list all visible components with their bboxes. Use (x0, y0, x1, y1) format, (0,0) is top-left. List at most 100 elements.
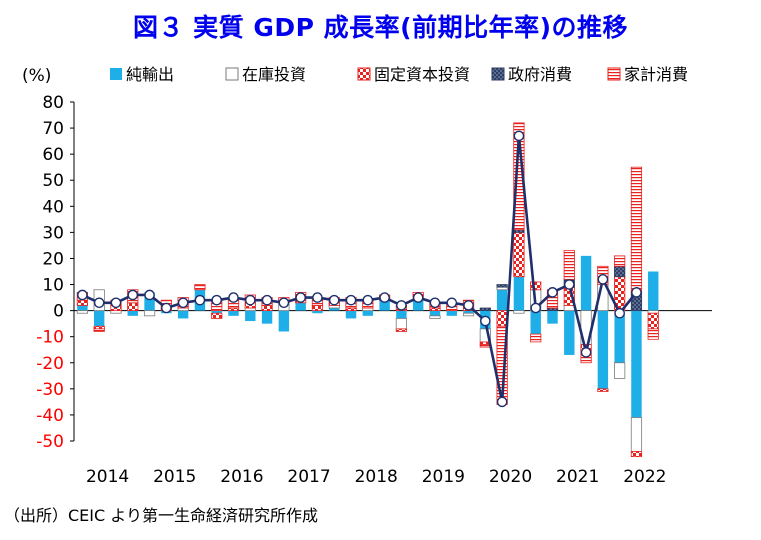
gdp-point (580, 347, 592, 358)
bar-segment (93, 328, 105, 332)
gdp-point (278, 297, 290, 309)
bar-segment (362, 310, 374, 316)
bar-segment (379, 300, 390, 311)
gdp-point (328, 294, 340, 306)
bar-segment (329, 308, 340, 311)
gdp-point (161, 302, 172, 314)
gdp-point (513, 130, 525, 142)
bar-segment (76, 299, 88, 306)
bar-segment (396, 310, 407, 319)
y-tick-label: 0 (53, 302, 64, 322)
legend-swatch (225, 67, 239, 81)
bar-segment (614, 310, 625, 363)
gdp-point (412, 292, 424, 303)
bar-segment (496, 284, 508, 288)
gdp-point (631, 287, 642, 298)
bar-segment (513, 276, 525, 311)
y-tick-label: 80 (42, 93, 64, 113)
legend-label: 政府消費 (508, 65, 572, 84)
chart-title: 図３ 実質 GDP 成長率(前期比年率)の推移 (132, 13, 629, 42)
legend: 純輸出 在庫投資 固定資本投資 政府消費 家計消費 (110, 65, 688, 84)
bar-segment (614, 362, 626, 379)
gdp-point (429, 297, 441, 309)
bar-segment (496, 289, 508, 311)
y-tick-label: 50 (42, 171, 64, 191)
y-tick-label: 10 (42, 276, 64, 296)
y-tick-label: -10 (36, 328, 64, 348)
y-tick-label: -20 (36, 354, 64, 374)
y-tick-label: 30 (42, 223, 64, 243)
bar-segment (630, 166, 643, 293)
legend-label: 固定資本投資 (374, 65, 470, 84)
x-tick-label: 2020 (489, 467, 532, 487)
legend-swatch (110, 68, 122, 80)
bar-segment (228, 310, 239, 316)
bar-segment (647, 312, 659, 330)
gdp-point (144, 289, 155, 301)
bar-segment (295, 302, 306, 311)
bar-segment (479, 307, 491, 312)
bar-segment (312, 310, 323, 314)
bar-segment (429, 310, 441, 316)
x-tick-label: 2014 (86, 467, 129, 487)
gdp-point (362, 294, 374, 306)
y-tick-label: 40 (42, 197, 64, 217)
bar-segment (530, 333, 542, 343)
x-tick-label: 2015 (153, 467, 196, 487)
x-tick-label: 2019 (422, 467, 465, 487)
bar-segment (127, 310, 138, 316)
gdp-point (127, 289, 139, 301)
legend-swatch (491, 67, 505, 81)
bar-segment (278, 310, 290, 332)
bar-segment (395, 328, 407, 332)
bar-segment (462, 312, 475, 317)
x-tick-label: 2017 (287, 467, 330, 487)
gdp-point (228, 292, 239, 303)
bar-segment (530, 281, 542, 291)
gdp-point (480, 315, 491, 327)
gdp-chart: 80 70 60 50 40 30 20 10 0 -10 -20 -30 -40 -50 (%) 2014 2… (22, 65, 712, 487)
bar-segment (513, 310, 525, 314)
legend-label: 在庫投資 (242, 65, 306, 84)
gdp-point (177, 297, 189, 309)
bar-segment (127, 302, 139, 312)
gdp-point (597, 274, 609, 285)
bar-segment (630, 451, 643, 458)
gdp-point (312, 292, 323, 303)
gdp-point (211, 294, 223, 306)
y-tick-label: -30 (36, 380, 64, 400)
y-tick-label: -50 (36, 432, 64, 452)
bar-segment (144, 292, 155, 311)
gdp-point (194, 294, 206, 306)
bar-segment (563, 304, 575, 312)
bar-segment (194, 284, 206, 291)
gdp-point (379, 292, 390, 303)
bar-segment (446, 310, 457, 316)
y-axis-label: (%) (22, 66, 51, 86)
gdp-point (77, 289, 88, 301)
bar-segment (513, 231, 525, 278)
bar-segment (211, 310, 222, 314)
gdp-point (244, 294, 256, 306)
x-tick-label: 2018 (355, 467, 398, 487)
bar-segment (177, 310, 189, 319)
gdp-point (463, 300, 474, 311)
bar-segment (530, 310, 541, 335)
bar-segment (580, 255, 592, 311)
gdp-point (563, 279, 575, 290)
bar-segment (597, 388, 609, 392)
bar-segment (412, 297, 424, 311)
y-tick-label: 70 (42, 119, 64, 139)
bar-segment (245, 310, 256, 322)
gdp-point (530, 302, 542, 314)
bar-segment (631, 310, 642, 418)
gdp-point (345, 294, 357, 306)
bar-segment (261, 304, 273, 312)
gdp-point (110, 297, 122, 309)
bar-segment (77, 305, 88, 311)
bar-segment (211, 312, 223, 319)
source-note: （出所）CEIC より第一生命経済研究所作成 (4, 506, 318, 525)
y-tick-label: -40 (36, 406, 64, 426)
axes: 80 70 60 50 40 30 20 10 0 -10 -20 -30 -40 -50 (%) 2014 2… (22, 66, 712, 487)
gdp-point (396, 300, 407, 311)
